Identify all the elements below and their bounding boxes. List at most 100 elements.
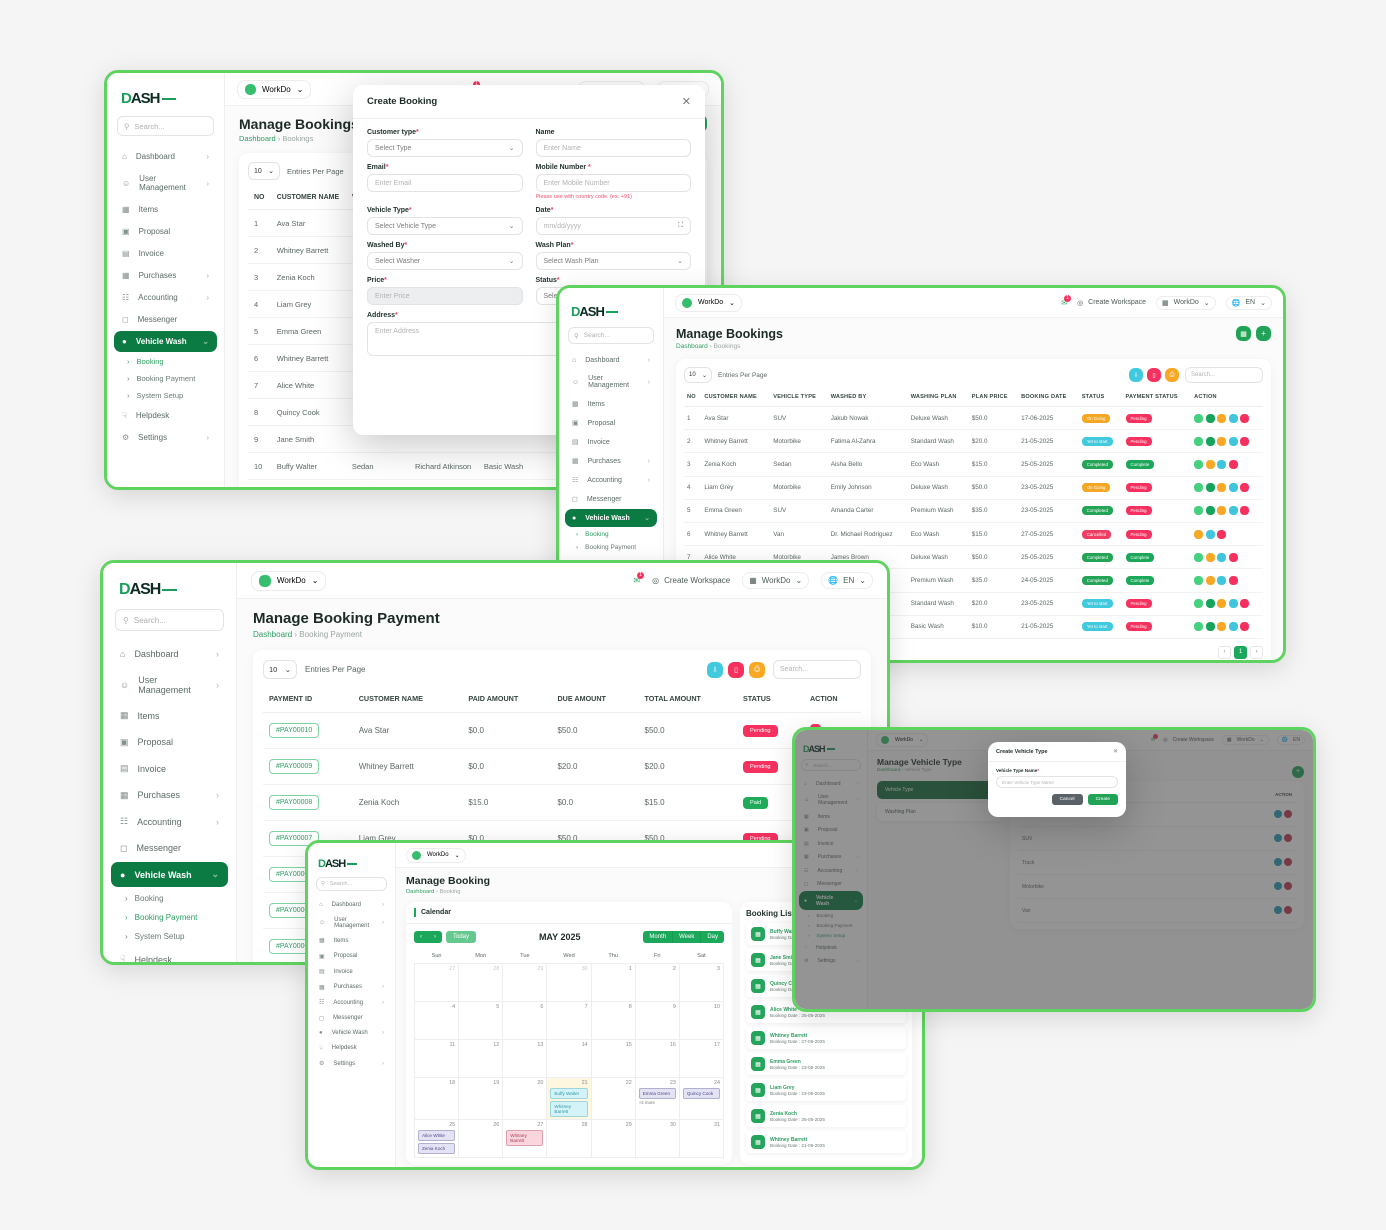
sidebar-item-proposal[interactable]: ▣ Proposal [111, 730, 228, 755]
sidebar-item-messenger[interactable]: ◻ Messenger [114, 309, 217, 330]
table-row[interactable]: 3 Zenia Koch Sedan Aisha Bello Eco Wash $15.0… [684, 452, 1263, 477]
table-search-input[interactable]: Search... [1185, 367, 1263, 383]
sidebar-item-settings[interactable]: ⚙ Settings › [114, 427, 217, 448]
row-action-button[interactable] [1240, 436, 1250, 446]
workspace-chip[interactable]: WorkDo ⌄ [406, 847, 466, 863]
calendar-day-cell[interactable]: 28 [458, 963, 504, 1002]
booking-list-item[interactable]: ▦ Whitney Barrett Booking Date : 27-05-202… [746, 1027, 906, 1049]
calendar-day-cell[interactable]: 3 [678, 963, 725, 1002]
sidebar-item-dashboard[interactable]: ⌂ Dashboard › [114, 146, 217, 167]
calendar-day-cell[interactable]: 7 [546, 1001, 592, 1040]
calendar-day-cell[interactable]: 28 [546, 1119, 592, 1158]
language-selector[interactable]: 🌐 EN ⌄ [821, 572, 873, 589]
breadcrumb-root[interactable]: Dashboard [253, 630, 293, 639]
pdf-button[interactable]: ▯ [1147, 368, 1161, 382]
washed-by-select[interactable]: Select Washer ⌄ [367, 252, 523, 270]
calendar-day-cell[interactable]: 13 [502, 1039, 548, 1078]
calendar-event[interactable]: Alice White [418, 1130, 456, 1141]
row-action-button[interactable] [1205, 506, 1215, 516]
calendar-day-cell[interactable]: 29 [590, 1119, 636, 1158]
calendar-day-cell[interactable]: 29 [502, 963, 548, 1002]
calendar-day-cell[interactable]: 14 [546, 1039, 592, 1078]
calendar-day-cell[interactable]: 12 [458, 1039, 504, 1078]
calendar-day-cell[interactable]: 23 Emma Green +2 more [634, 1077, 680, 1120]
email-input[interactable]: Enter Email [367, 174, 523, 192]
calendar-day-cell[interactable]: 18 [413, 1077, 460, 1120]
table-row[interactable]: 2 Whitney Barrett Motorbike Fatima Al-Zahra… [684, 429, 1263, 454]
row-action-button[interactable] [1205, 575, 1215, 585]
row-action-button[interactable] [1205, 599, 1215, 609]
booking-list-item[interactable]: ▦ Zenia Koch Booking Date : 25-05-2025 [746, 1105, 906, 1127]
entries-per-page-select[interactable]: 10 ⌄ [248, 162, 280, 180]
entries-per-page-select[interactable]: 10 ⌄ [263, 660, 297, 679]
calendar-view-month[interactable]: Month [643, 931, 673, 943]
sidebar-item-proposal[interactable]: ▣ Proposal [565, 414, 657, 432]
sidebar-search[interactable]: ⚲ Search... [115, 609, 224, 631]
calendar-day-cell[interactable]: 1 [590, 963, 636, 1002]
download-button[interactable]: ⇩ [707, 661, 723, 678]
table-row[interactable]: #PAY00010 Ava Star $0.0 $50.0 $50.0 Pending [263, 712, 861, 749]
sidebar-item-accounting[interactable]: ☷ Accounting › [565, 471, 657, 489]
sidebar-item-purchases[interactable]: ▦ Purchases › [565, 452, 657, 470]
breadcrumb-root[interactable]: Dashboard [676, 343, 708, 350]
row-action-button[interactable] [1228, 622, 1238, 632]
row-action-button[interactable] [1205, 413, 1215, 423]
row-action-button[interactable] [1194, 552, 1204, 562]
sidebar-item-invoice[interactable]: ▤ Invoice [565, 433, 657, 451]
add-booking-button[interactable]: + [1256, 326, 1271, 341]
row-action-button[interactable] [1240, 413, 1250, 423]
row-action-button[interactable] [1228, 459, 1238, 469]
sidebar-item-proposal[interactable]: ▣ Proposal [114, 221, 217, 242]
download-button[interactable]: ⇩ [1129, 368, 1143, 382]
sidebar-search[interactable]: ⚲ Search... [316, 877, 387, 891]
row-action-button[interactable] [1205, 529, 1215, 539]
sidebar-item-messenger[interactable]: ◻ Messenger [313, 1011, 390, 1026]
row-action-button[interactable] [1217, 599, 1227, 609]
row-action-button[interactable] [1228, 413, 1238, 423]
calendar-more-link[interactable]: +2 more [638, 1100, 655, 1105]
sidebar-item-settings[interactable]: ⚙ Settings › [313, 1056, 390, 1071]
sidebar-item-invoice[interactable]: ▤ Invoice [111, 756, 228, 781]
payment-id-chip[interactable]: #PAY00009 [269, 759, 320, 774]
row-action-button[interactable] [1194, 529, 1204, 539]
workdo-selector[interactable]: ▦ WorkDo ⌄ [742, 572, 810, 589]
row-action-button[interactable] [1228, 436, 1238, 446]
row-action-button[interactable] [1228, 506, 1238, 516]
calendar-day-cell[interactable]: 4 [413, 1001, 460, 1040]
table-row[interactable]: #PAY00008 Zenia Koch $15.0 $0.0 $15.0 Paid [263, 784, 861, 821]
payment-id-chip[interactable]: #PAY00007 [269, 831, 320, 846]
row-action-button[interactable] [1217, 622, 1227, 632]
breadcrumb-root[interactable]: Dashboard [239, 134, 276, 143]
row-action-button[interactable] [1194, 506, 1204, 516]
sidebar-item-accounting[interactable]: ☷ Accounting › [111, 809, 228, 834]
calendar-day-cell[interactable]: 31 [678, 1119, 725, 1158]
workspace-chip[interactable]: WorkDo ⌄ [251, 570, 327, 591]
booking-list-item[interactable]: ▦ Emma Green Booking Date : 23-05-2025 [746, 1053, 906, 1075]
calendar-day-cell[interactable]: 24 Quincy Cook [678, 1077, 725, 1120]
sidebar-item-messenger[interactable]: ◻ Messenger [111, 836, 228, 861]
sidebar-item-helpdesk[interactable]: ☟ Helpdesk [114, 405, 217, 426]
calendar-day-cell[interactable]: 6 [502, 1001, 548, 1040]
row-action-button[interactable] [1217, 413, 1227, 423]
calendar-event[interactable]: Whitney Barrett [550, 1101, 588, 1117]
row-action-button[interactable] [1217, 483, 1227, 493]
calendar-day-cell[interactable]: 27 Whitney Barrett [502, 1119, 548, 1158]
wash-plan-select[interactable]: Select Wash Plan ⌄ [535, 252, 691, 270]
sidebar-item-items[interactable]: ▦ Items [111, 703, 228, 728]
create-workspace-button[interactable]: ◎ Create Workspace [1077, 299, 1146, 307]
sidebar-subitem-booking[interactable]: › Booking [103, 889, 236, 908]
calendar-day-cell[interactable]: 2 [634, 963, 680, 1002]
row-action-button[interactable] [1240, 506, 1250, 516]
calendar-day-cell[interactable]: 11 [413, 1039, 460, 1078]
payment-id-chip[interactable]: #PAY00010 [269, 723, 320, 738]
row-action-button[interactable] [1228, 483, 1238, 493]
row-action-button[interactable] [1194, 459, 1204, 469]
notifications-icon[interactable]: ✉1 [633, 572, 645, 585]
table-row[interactable]: 1 Ava Star SUV Jakub Nowak Deluxe Wash $50.0 1… [684, 406, 1263, 431]
mobile-input[interactable]: Enter Mobile Number [535, 174, 691, 192]
row-action-button[interactable] [1194, 483, 1204, 493]
entries-per-page-select[interactable]: 10 ⌄ [684, 367, 712, 383]
sidebar-item-purchases[interactable]: ▦ Purchases › [114, 265, 217, 286]
calendar-day-cell[interactable]: 30 [546, 963, 592, 1002]
row-action-button[interactable] [1217, 506, 1227, 516]
